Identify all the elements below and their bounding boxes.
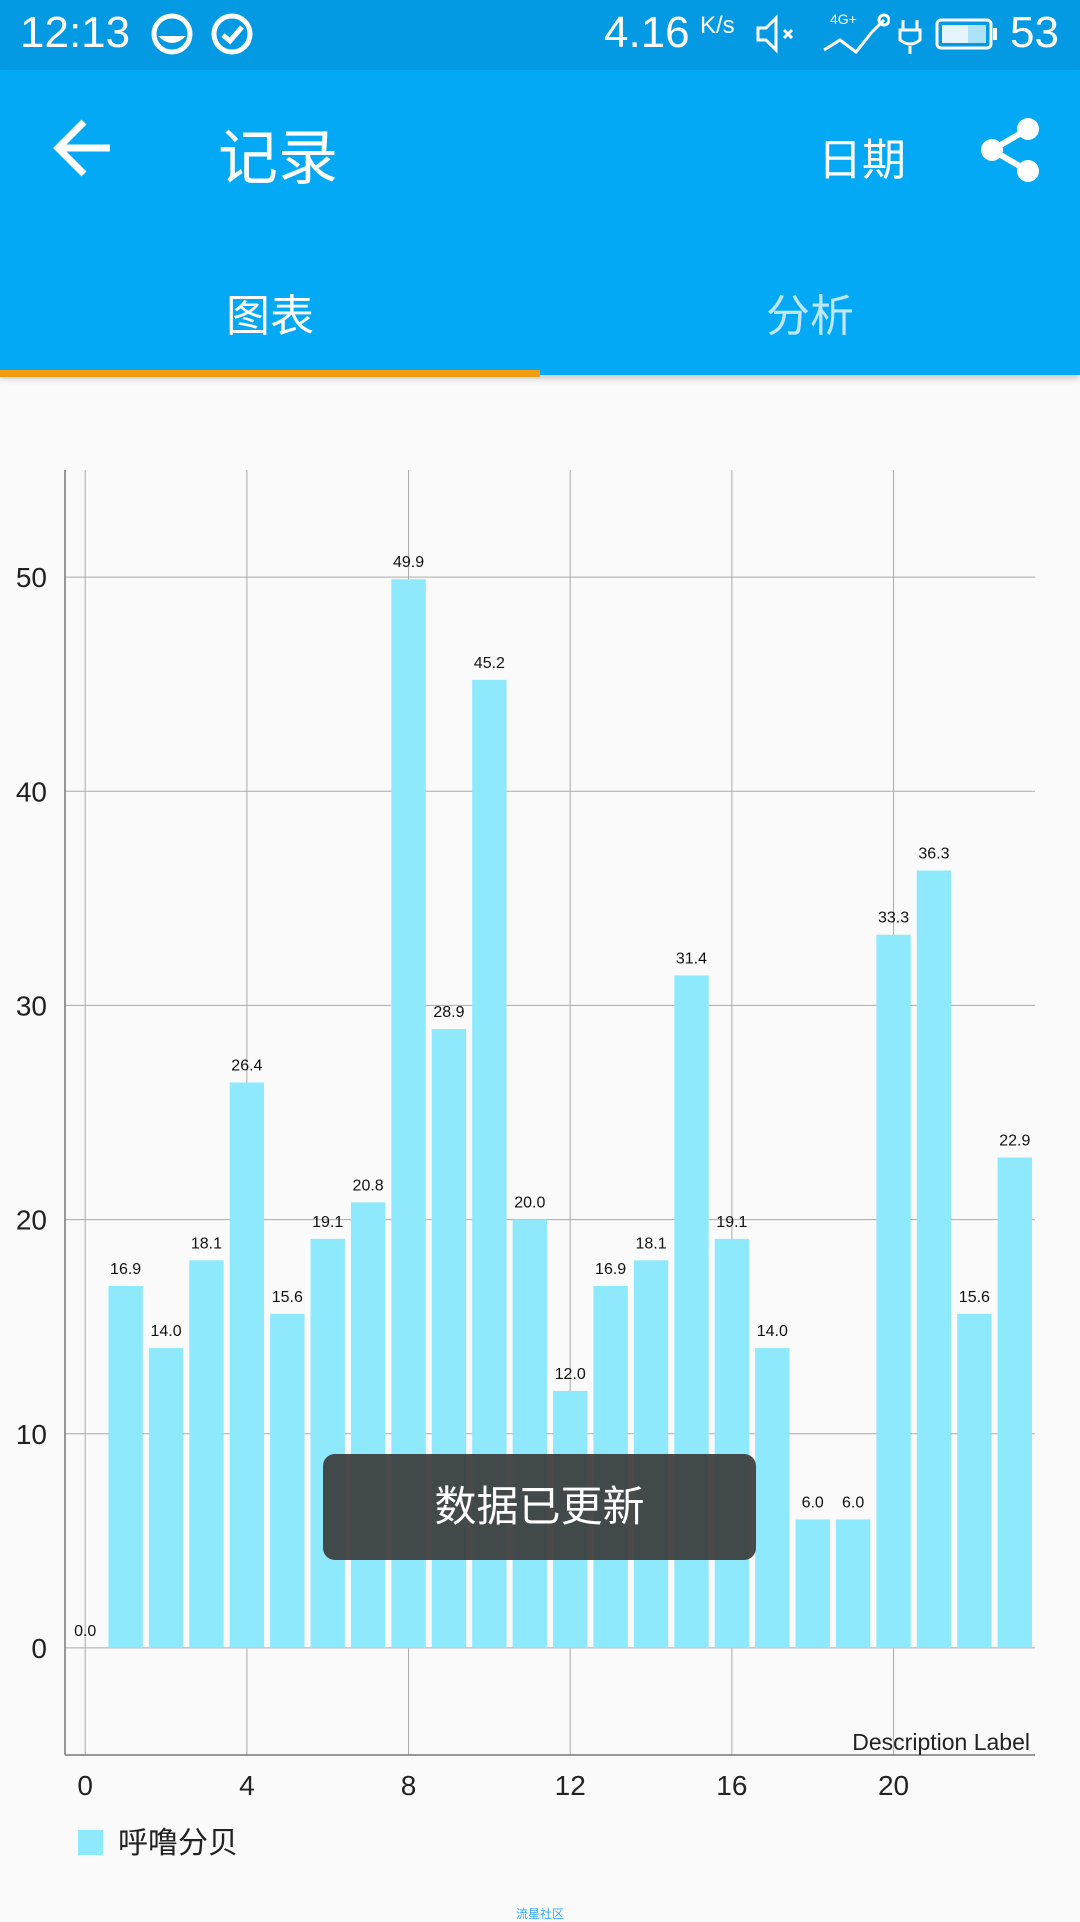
y-tick-label: 0 — [31, 1633, 47, 1664]
bar-value-label: 26.4 — [231, 1058, 262, 1075]
bar — [755, 1348, 790, 1648]
toast-message: 数据已更新 — [323, 1454, 756, 1560]
app-notification-icon — [151, 13, 193, 55]
watermark: 流星社区 — [515, 1907, 564, 1921]
bar-value-label: 36.3 — [918, 845, 949, 862]
battery-icon — [935, 18, 997, 50]
bar-value-label: 22.9 — [999, 1132, 1030, 1149]
bar-value-label: 0.0 — [74, 1623, 96, 1640]
bar — [189, 1260, 224, 1648]
tab-indicator — [0, 370, 540, 377]
bar — [795, 1519, 830, 1648]
x-tick-label: 20 — [878, 1770, 909, 1801]
bar — [876, 934, 911, 1648]
network-speed-unit: K/s — [700, 12, 735, 39]
legend-label: 呼噜分贝 — [118, 1826, 238, 1860]
charging-icon — [898, 20, 922, 54]
bar — [350, 1202, 386, 1648]
share-icon[interactable] — [975, 115, 1045, 185]
y-tick-label: 50 — [16, 562, 47, 593]
bar — [916, 870, 952, 1648]
bar — [270, 1313, 305, 1648]
bar-value-label: 31.4 — [676, 950, 707, 967]
bar-value-label: 6.0 — [802, 1494, 824, 1511]
bar-value-label: 14.0 — [150, 1323, 181, 1340]
bar — [229, 1082, 265, 1648]
bar-value-label: 15.6 — [959, 1289, 990, 1306]
x-tick-label: 8 — [401, 1770, 417, 1801]
arrow-left-icon[interactable] — [48, 112, 120, 184]
mute-icon — [756, 14, 794, 54]
bar — [108, 1285, 143, 1648]
bar-value-label: 18.1 — [635, 1235, 666, 1252]
bar-value-label: 45.2 — [474, 655, 505, 672]
y-tick-label: 30 — [16, 990, 47, 1021]
check-circle-icon — [211, 13, 253, 55]
bar — [310, 1238, 345, 1648]
bar — [997, 1157, 1032, 1648]
bar-value-label: 18.1 — [191, 1235, 222, 1252]
bar-value-label: 20.0 — [514, 1195, 545, 1212]
bar-value-label: 15.6 — [272, 1289, 303, 1306]
bar — [835, 1519, 871, 1648]
bar — [512, 1219, 547, 1648]
bar-value-label: 14.0 — [757, 1323, 788, 1340]
legend-swatch — [78, 1830, 103, 1855]
network-speed: 4.16 — [604, 8, 690, 57]
status-time: 12:13 — [20, 8, 131, 57]
y-tick-label: 20 — [16, 1205, 47, 1236]
status-bar: 12:13 4.16 K/s 4G+ 53 — [0, 0, 1080, 70]
bar — [714, 1238, 750, 1648]
bar-value-label: 20.8 — [353, 1177, 384, 1194]
battery-level: 53 — [1010, 8, 1059, 57]
y-tick-label: 10 — [16, 1419, 47, 1450]
bar-value-label: 16.9 — [110, 1261, 141, 1278]
chart-description: Description Label — [852, 1729, 1030, 1755]
bar-value-label: 19.1 — [716, 1214, 747, 1231]
app-bar: 记录 日期 图表 分析 — [0, 70, 1080, 377]
x-tick-label: 0 — [77, 1770, 93, 1801]
bar-value-label: 6.0 — [842, 1494, 864, 1511]
bar-value-label: 16.9 — [595, 1261, 626, 1278]
x-tick-label: 12 — [555, 1770, 586, 1801]
bar-value-label: 33.3 — [878, 910, 909, 927]
bar — [957, 1313, 992, 1648]
y-tick-label: 40 — [16, 776, 47, 807]
bar-value-label: 12.0 — [555, 1366, 586, 1383]
bar-value-label: 19.1 — [312, 1214, 343, 1231]
tab-analysis[interactable]: 分析 — [766, 291, 854, 342]
bar-value-label: 49.9 — [393, 554, 424, 571]
date-button[interactable]: 日期 — [818, 135, 906, 186]
bar — [148, 1348, 184, 1648]
bar-chart: 0.0 16.9 14.0 18.1 26.4 15.6 19.1 20.8 49.9 28.9 4… — [16, 470, 1035, 1860]
x-tick-label: 16 — [716, 1770, 747, 1801]
svg-text:4G+: 4G+ — [830, 11, 857, 27]
page-title: 记录 — [218, 124, 338, 194]
bar-value-label: 28.9 — [433, 1004, 464, 1021]
tab-chart[interactable]: 图表 — [226, 291, 314, 342]
signal-4g-icon: 4G+ — [823, 11, 890, 55]
x-tick-label: 4 — [239, 1770, 255, 1801]
